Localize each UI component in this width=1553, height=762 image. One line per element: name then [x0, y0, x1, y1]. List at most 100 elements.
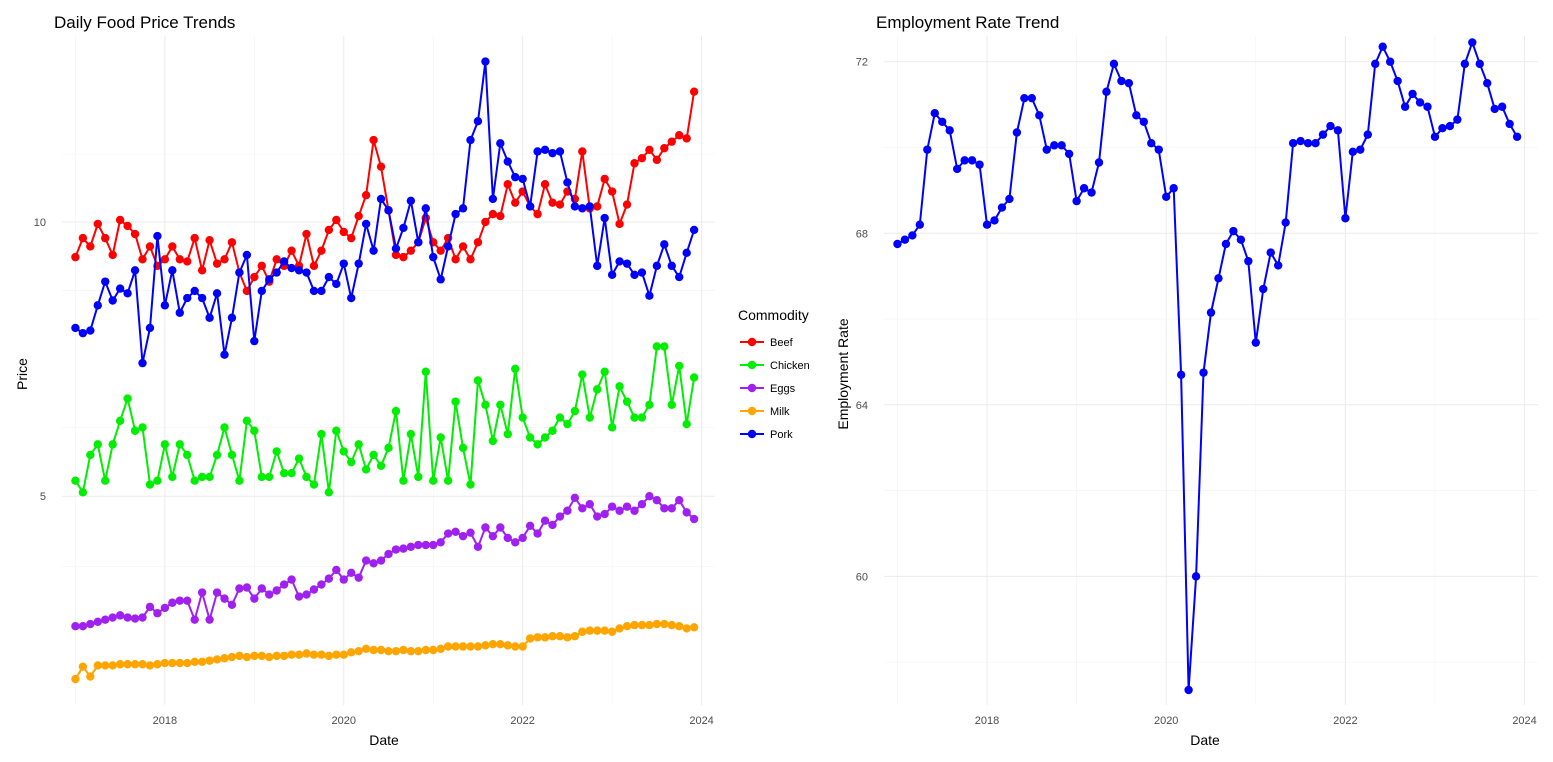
- data-point-eggs: [354, 573, 363, 582]
- data-point-pork: [689, 225, 699, 235]
- legend-key-point-milk: [747, 406, 757, 416]
- data-point-milk: [637, 620, 647, 630]
- data-point-beef: [436, 246, 445, 255]
- data-point-chicken: [212, 450, 222, 460]
- data-point-milk: [615, 624, 624, 633]
- data-point-eggs: [615, 506, 624, 515]
- data-point-employment: [967, 156, 977, 165]
- data-point-beef: [123, 221, 132, 231]
- data-point-beef: [481, 217, 490, 227]
- data-point-chicken: [421, 367, 430, 376]
- data-point-eggs: [86, 619, 95, 629]
- food-chart-series: [71, 57, 699, 684]
- data-point-pork: [391, 244, 401, 253]
- data-point-beef: [399, 252, 408, 262]
- data-point-chicken: [86, 450, 95, 460]
- data-point-beef: [361, 190, 371, 200]
- data-point-milk: [622, 622, 632, 631]
- data-point-milk: [309, 650, 319, 659]
- data-point-eggs: [309, 585, 319, 594]
- data-point-beef: [458, 242, 468, 251]
- data-point-beef: [130, 229, 140, 239]
- data-point-eggs: [622, 502, 632, 511]
- data-point-milk: [488, 639, 498, 649]
- data-point-employment: [1393, 76, 1402, 86]
- data-point-beef: [406, 246, 416, 255]
- data-point-beef: [168, 242, 177, 251]
- data-point-employment: [1303, 139, 1313, 148]
- data-point-pork: [145, 323, 155, 333]
- data-point-milk: [294, 650, 304, 659]
- data-point-pork: [540, 145, 550, 155]
- data-point-pork: [153, 231, 162, 241]
- data-point-chicken: [458, 443, 468, 453]
- data-point-pork: [242, 250, 252, 260]
- data-point-milk: [481, 641, 490, 650]
- employment-chart-y-axis-title: Employment Rate: [835, 318, 851, 429]
- employment-panel: Employment Rate Trend 2018 2020 2022 2024 60…: [835, 13, 1538, 748]
- x-tick-label: 2020: [1154, 715, 1178, 727]
- data-point-eggs: [220, 594, 229, 603]
- data-point-milk: [339, 650, 348, 659]
- data-point-eggs: [391, 545, 401, 554]
- data-point-employment: [938, 117, 947, 126]
- data-point-eggs: [429, 540, 438, 550]
- data-point-milk: [242, 652, 252, 662]
- data-point-beef: [115, 215, 125, 225]
- data-point-pork: [466, 135, 475, 145]
- commodity-legend: Commodity Beef Chicken Eggs Milk Pork: [738, 307, 810, 441]
- data-point-milk: [525, 634, 535, 643]
- data-point-employment: [1415, 98, 1425, 107]
- data-point-employment: [1236, 235, 1246, 244]
- data-point-employment: [1206, 308, 1216, 317]
- data-point-beef: [250, 272, 259, 282]
- data-point-employment: [1214, 274, 1223, 283]
- data-point-milk: [391, 646, 401, 656]
- data-point-chicken: [660, 342, 669, 351]
- data-point-pork: [458, 204, 468, 213]
- data-point-pork: [406, 196, 416, 205]
- data-point-employment: [1132, 111, 1141, 120]
- data-point-chicken: [593, 385, 602, 394]
- data-point-beef: [600, 174, 609, 184]
- data-point-milk: [93, 661, 102, 670]
- data-point-employment: [1266, 248, 1275, 257]
- data-point-chicken: [406, 429, 416, 439]
- data-point-milk: [145, 661, 155, 670]
- data-point-eggs: [518, 533, 527, 543]
- data-point-chicken: [525, 433, 535, 442]
- data-point-employment: [1385, 57, 1395, 66]
- data-point-beef: [578, 147, 587, 156]
- data-point-eggs: [190, 615, 199, 624]
- y-tick-label: 60: [856, 571, 868, 583]
- data-point-pork: [265, 275, 274, 284]
- data-point-pork: [376, 194, 386, 204]
- data-point-eggs: [630, 506, 639, 515]
- data-point-employment: [1147, 139, 1156, 148]
- data-point-eggs: [645, 492, 654, 501]
- data-point-milk: [317, 650, 326, 659]
- data-point-chicken: [451, 397, 460, 406]
- data-point-pork: [436, 275, 445, 284]
- data-point-chicken: [71, 476, 80, 485]
- data-point-pork: [324, 272, 334, 282]
- data-point-pork: [384, 206, 393, 215]
- data-point-milk: [376, 645, 386, 655]
- data-point-chicken: [600, 367, 609, 376]
- data-point-chicken: [175, 440, 184, 449]
- data-point-milk: [399, 645, 408, 655]
- data-point-beef: [675, 131, 684, 140]
- data-point-beef: [660, 143, 669, 153]
- data-point-pork: [652, 261, 662, 271]
- data-point-beef: [175, 255, 184, 264]
- data-point-eggs: [376, 556, 386, 565]
- data-point-employment: [1094, 158, 1104, 167]
- data-point-milk: [652, 619, 662, 629]
- data-point-chicken: [272, 447, 281, 456]
- data-point-eggs: [578, 504, 587, 513]
- data-point-eggs: [339, 575, 348, 584]
- data-point-pork: [675, 272, 684, 282]
- data-point-pork: [287, 263, 296, 273]
- data-point-pork: [302, 268, 311, 277]
- data-point-beef: [451, 255, 460, 264]
